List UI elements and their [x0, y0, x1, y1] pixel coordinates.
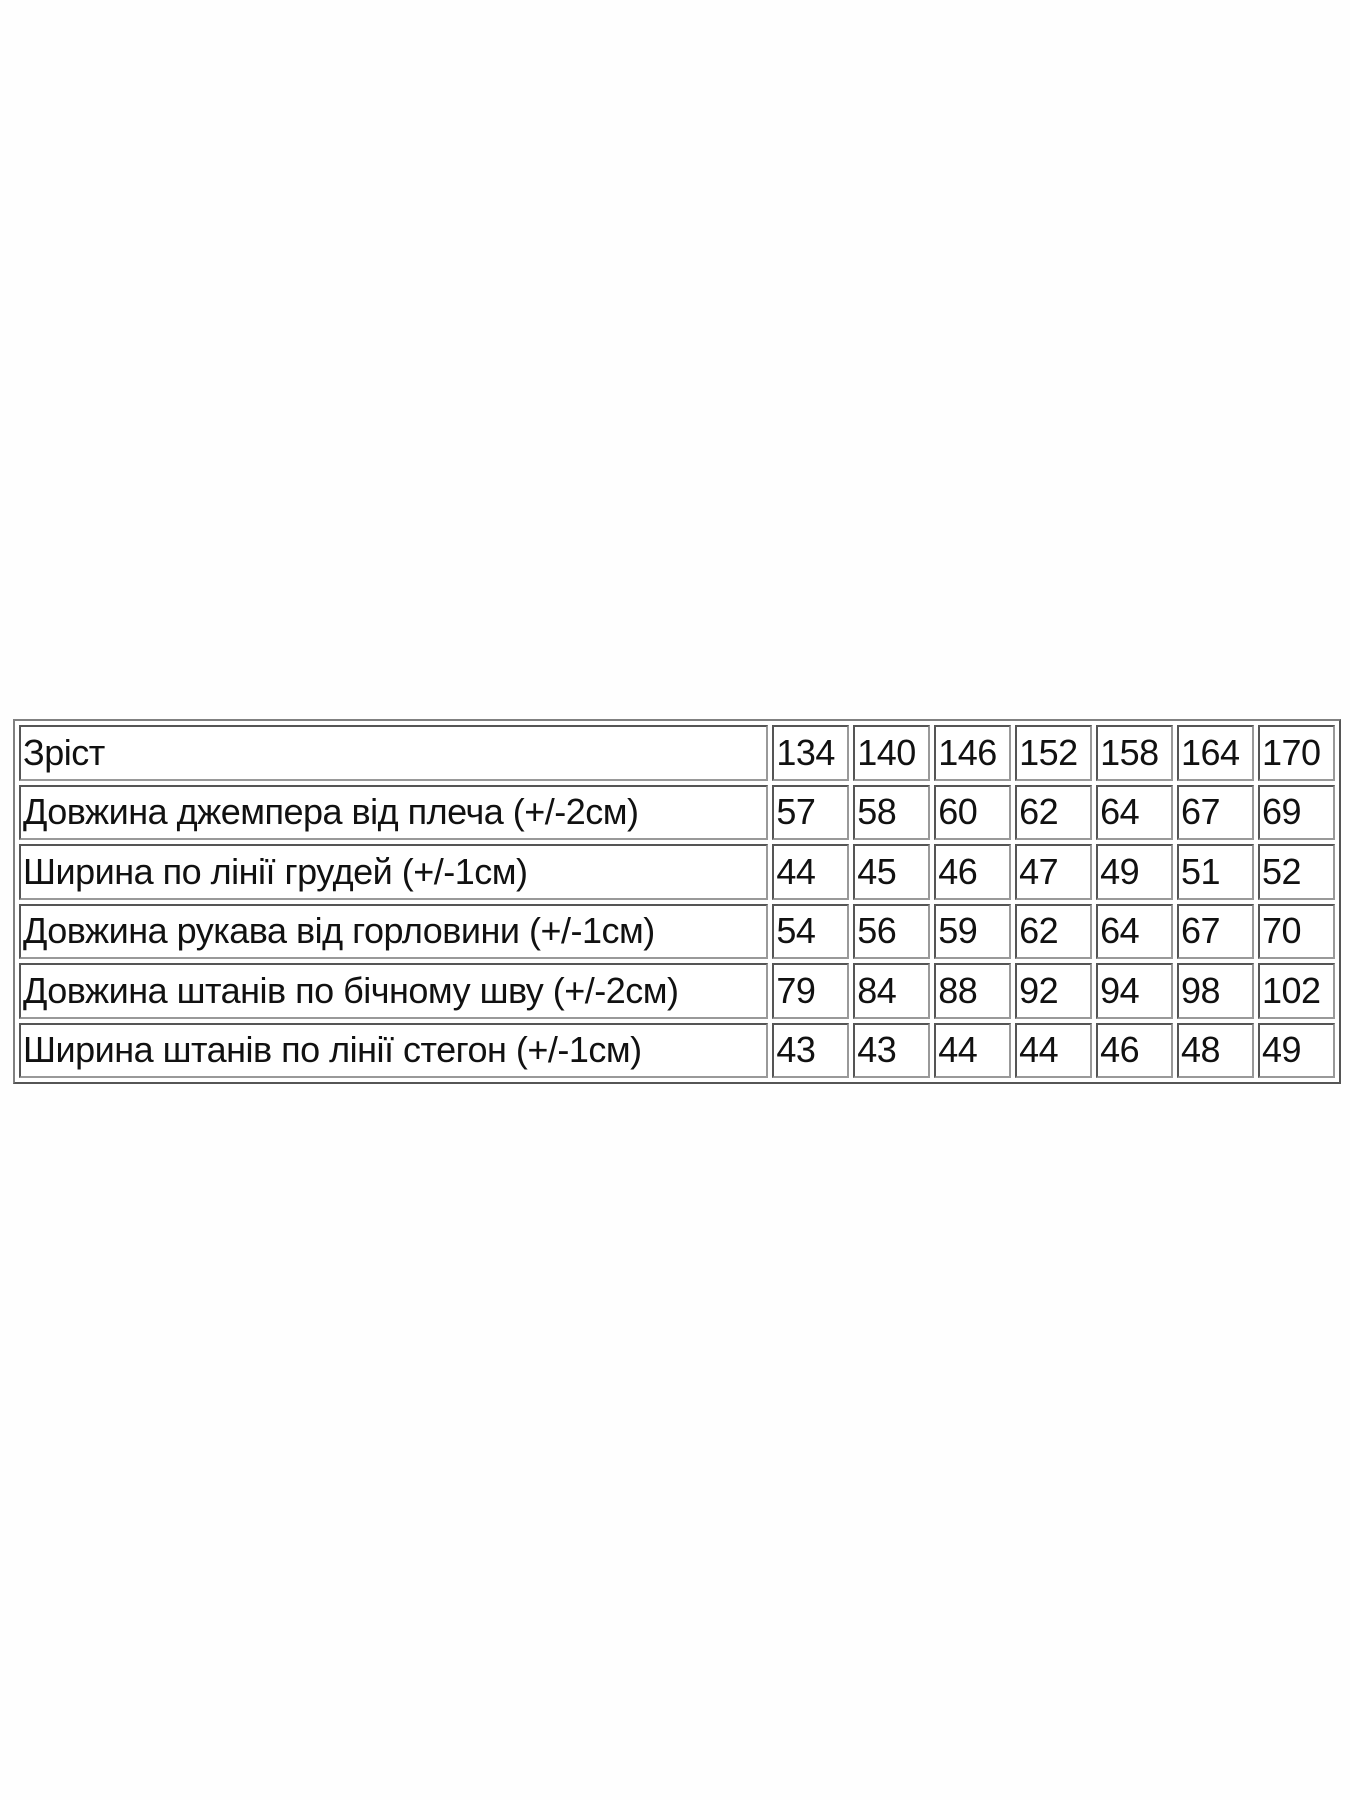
table-row: Довжина рукава від горловини (+/-1см) 54 5… [19, 903, 1335, 959]
measurement-value-cell: 67 [1177, 903, 1254, 959]
measurement-value-cell: 64 [1096, 784, 1174, 840]
measurement-value-cell: 43 [853, 1022, 931, 1078]
measurement-value-cell: 69 [1257, 784, 1335, 840]
measurement-value-cell: 94 [1096, 963, 1174, 1019]
measurement-value-cell: 102 [1257, 963, 1335, 1019]
table-row: Ширина штанів по лінії стегон (+/-1см) 43… [19, 1022, 1335, 1078]
height-value-cell: 134 [772, 725, 850, 781]
measurement-value-cell: 44 [772, 844, 850, 900]
table-row: Довжина штанів по бічному шву (+/-2см) 79… [19, 963, 1335, 1019]
measurement-value-cell: 49 [1257, 1022, 1335, 1078]
measurement-label-cell: Довжина джемпера від плеча (+/-2см) [19, 784, 769, 840]
measurement-value-cell: 62 [1015, 903, 1093, 959]
height-value-cell: 164 [1177, 725, 1254, 781]
measurement-value-cell: 48 [1177, 1022, 1254, 1078]
size-chart-table: Зріст 134 140 146 152 158 164 170 Довжина джемпе… [13, 719, 1341, 1084]
height-value-cell: 170 [1257, 725, 1335, 781]
measurement-value-cell: 98 [1177, 963, 1254, 1019]
measurement-value-cell: 46 [934, 844, 1012, 900]
measurement-value-cell: 56 [853, 903, 931, 959]
measurement-value-cell: 54 [772, 903, 850, 959]
measurement-value-cell: 59 [934, 903, 1012, 959]
measurement-value-cell: 67 [1177, 784, 1254, 840]
height-value-cell: 140 [853, 725, 931, 781]
measurement-value-cell: 70 [1257, 903, 1335, 959]
measurement-value-cell: 88 [934, 963, 1012, 1019]
measurement-value-cell: 57 [772, 784, 850, 840]
measurement-value-cell: 49 [1096, 844, 1174, 900]
height-label-cell: Зріст [19, 725, 769, 781]
measurement-value-cell: 44 [1015, 1022, 1093, 1078]
measurement-value-cell: 58 [853, 784, 931, 840]
height-value-cell: 158 [1096, 725, 1174, 781]
measurement-value-cell: 43 [772, 1022, 850, 1078]
measurement-value-cell: 60 [934, 784, 1012, 840]
measurement-label-cell: Ширина штанів по лінії стегон (+/-1см) [19, 1022, 769, 1078]
height-value-cell: 146 [934, 725, 1012, 781]
measurement-value-cell: 52 [1257, 844, 1335, 900]
measurement-value-cell: 47 [1015, 844, 1093, 900]
measurement-label-cell: Ширина по лінії грудей (+/-1см) [19, 844, 769, 900]
table-row: Ширина по лінії грудей (+/-1см) 44 45 46 47 4… [19, 844, 1335, 900]
height-value-cell: 152 [1015, 725, 1093, 781]
measurement-label-cell: Довжина рукава від горловини (+/-1см) [19, 903, 769, 959]
table-row: Довжина джемпера від плеча (+/-2см) 57 58 6… [19, 784, 1335, 840]
measurement-value-cell: 46 [1096, 1022, 1174, 1078]
header-row: Зріст 134 140 146 152 158 164 170 [19, 725, 1335, 781]
measurement-value-cell: 51 [1177, 844, 1254, 900]
measurement-value-cell: 45 [853, 844, 931, 900]
measurement-value-cell: 62 [1015, 784, 1093, 840]
measurement-label-cell: Довжина штанів по бічному шву (+/-2см) [19, 963, 769, 1019]
measurement-value-cell: 92 [1015, 963, 1093, 1019]
measurement-value-cell: 44 [934, 1022, 1012, 1078]
measurement-value-cell: 84 [853, 963, 931, 1019]
measurement-value-cell: 64 [1096, 903, 1174, 959]
measurement-value-cell: 79 [772, 963, 850, 1019]
